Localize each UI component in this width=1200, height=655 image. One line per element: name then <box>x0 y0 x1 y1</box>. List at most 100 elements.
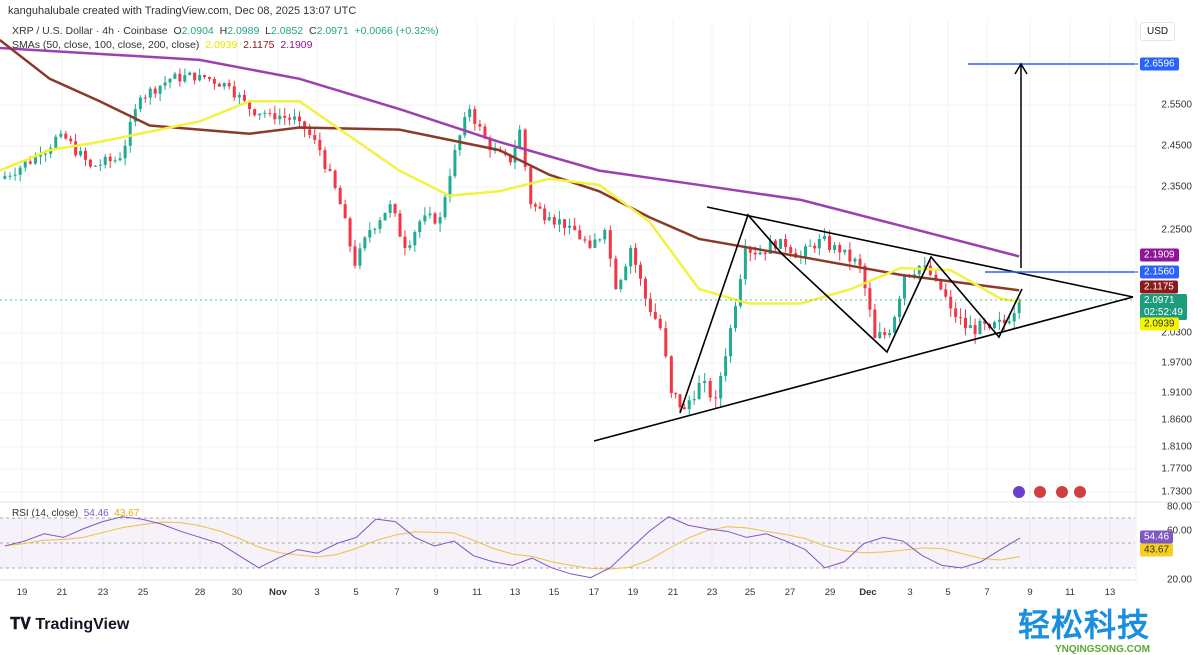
candle-body <box>873 309 877 338</box>
candle-body <box>413 232 417 246</box>
candle-body <box>358 248 362 266</box>
candle-body <box>232 86 236 98</box>
price-axis-label: 1.7700 <box>1161 463 1192 475</box>
close-label: C <box>308 25 317 37</box>
candle-body <box>944 289 948 297</box>
time-axis-label: 5 <box>945 587 951 598</box>
time-axis-label: 28 <box>194 587 206 598</box>
candle-body <box>103 156 107 165</box>
low-label: L <box>265 25 272 37</box>
time-axis-label: 17 <box>588 587 600 598</box>
time-axis-label: Dec <box>859 587 877 598</box>
price-axis-label: 2.4500 <box>1161 140 1192 152</box>
high-label: H <box>219 25 228 37</box>
candle-body <box>3 175 7 179</box>
candle-body <box>468 109 472 118</box>
candle-body <box>493 150 497 152</box>
candle-body <box>18 167 22 175</box>
candle-body <box>123 145 127 159</box>
price-chart[interactable] <box>0 0 1200 600</box>
candle-body <box>163 82 167 86</box>
sma-legend[interactable]: SMAs (50, close, 100, close, 200, close)… <box>12 39 312 51</box>
candle-body <box>418 221 422 233</box>
candle-body <box>328 168 332 171</box>
currency-button[interactable]: USD <box>1140 22 1176 41</box>
symbol-legend[interactable]: XRP / U.S. Dollar · 4h · Coinbase O2.090… <box>12 25 439 37</box>
candle-body <box>738 279 742 307</box>
rsi-legend[interactable]: RSI (14, close) 54.46 43.67 <box>12 508 139 519</box>
candle-body <box>298 116 301 122</box>
tradingview-logo[interactable]: 𝐓𝐕 TradingView <box>10 616 129 634</box>
candle-body <box>779 238 782 249</box>
candle-body <box>664 328 668 357</box>
candle-body <box>408 245 412 248</box>
candle-body <box>478 123 482 127</box>
symbol-name: XRP / U.S. Dollar · 4h · Coinbase <box>12 25 168 37</box>
candle-body <box>973 325 977 335</box>
tv-logo-icon: 𝐓𝐕 <box>10 616 31 633</box>
candle-body <box>858 258 862 266</box>
candle-body <box>557 219 561 225</box>
candle-body <box>643 278 647 299</box>
candle-body <box>148 88 152 98</box>
candle-body <box>878 332 882 338</box>
candle-body <box>653 312 657 319</box>
candle-body <box>183 75 187 82</box>
candle-body <box>212 78 216 84</box>
open-label: O <box>173 25 182 37</box>
candle-body <box>373 228 377 230</box>
candle-body <box>318 139 322 151</box>
candle-body <box>729 328 733 357</box>
candle-body <box>143 97 147 99</box>
candle-body <box>983 320 987 324</box>
candle-body <box>968 325 972 329</box>
rsi-ma-line <box>4 521 1021 570</box>
candle-body <box>634 247 638 265</box>
candle-body <box>59 133 63 137</box>
time-axis-label: 21 <box>56 587 68 598</box>
candle-body <box>378 220 382 229</box>
candle-body <box>313 135 317 140</box>
candle-body <box>508 154 512 163</box>
price-axis-label: 1.7300 <box>1161 486 1192 498</box>
candle-body <box>222 83 226 87</box>
candle-body <box>703 381 707 383</box>
candle-body <box>108 156 112 162</box>
candle-body <box>448 176 452 198</box>
candle-body <box>714 397 718 399</box>
candle-body <box>838 245 842 253</box>
last-price-tag: 2.0971 02:52:49 <box>1140 294 1187 320</box>
rsi-ma-tag: 43.67 <box>1140 543 1174 557</box>
candle-body <box>203 75 207 78</box>
candle-body <box>848 249 852 262</box>
price-axis-label: 2.3500 <box>1161 181 1192 193</box>
time-axis-label: 7 <box>984 587 990 598</box>
rsi-value: 54.46 <box>83 508 109 519</box>
candle-body <box>79 150 83 156</box>
sma100-line <box>0 39 1020 292</box>
event-icons[interactable] <box>1013 486 1086 498</box>
candle-body <box>588 240 592 248</box>
candle-body <box>619 279 623 290</box>
candle-body <box>453 150 457 177</box>
candle-body <box>173 73 177 79</box>
candle-body <box>268 112 272 114</box>
time-axis-label: 11 <box>1065 587 1075 598</box>
candle-body <box>293 116 297 120</box>
candle-body <box>193 72 197 81</box>
time-axis-label: 15 <box>548 587 560 598</box>
candle-body <box>288 117 292 120</box>
target-arrow <box>1014 62 1028 268</box>
candle-body <box>393 204 397 214</box>
candle-body <box>308 129 312 136</box>
time-axis-label: 25 <box>744 587 756 598</box>
candle-body <box>438 217 442 224</box>
candle-body <box>639 264 643 279</box>
candle-body <box>923 265 927 267</box>
target-price-tag: 2.6596 <box>1140 57 1179 71</box>
candle-body <box>338 187 342 205</box>
candle-body <box>23 161 27 168</box>
candle-body <box>353 246 357 266</box>
sma100-price-tag: 2.1175 <box>1140 280 1178 294</box>
candle-body <box>133 109 137 122</box>
